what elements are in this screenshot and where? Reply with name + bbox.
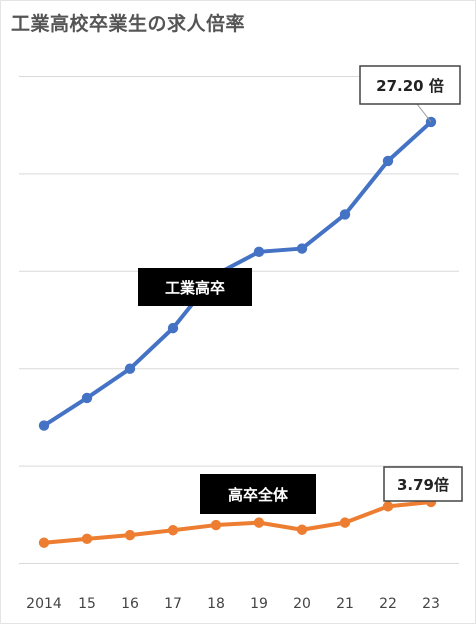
x-tick-label: 20 <box>293 596 311 612</box>
series-line-1 <box>42 499 433 545</box>
series-name-label-1: 高卒全体 <box>200 474 316 514</box>
x-tick-label: 18 <box>207 596 225 612</box>
end-value-callout-1: 3.79倍 <box>383 466 463 503</box>
data-point <box>382 501 394 512</box>
x-tick-label: 22 <box>379 596 397 612</box>
data-point <box>339 517 351 528</box>
data-point <box>210 519 222 531</box>
series-name-text: 工業高卒 <box>165 279 225 297</box>
data-point <box>167 525 179 536</box>
data-point <box>382 155 394 167</box>
x-tick-label: 15 <box>78 596 96 612</box>
callout-text: 27.20 倍 <box>376 77 444 95</box>
x-tick-label: 2014 <box>26 596 62 612</box>
data-point <box>253 246 265 258</box>
data-point <box>81 392 93 404</box>
data-point <box>38 537 50 548</box>
x-tick-label: 21 <box>336 596 354 612</box>
series-line-0 <box>42 119 433 428</box>
data-point <box>167 322 179 334</box>
data-point <box>296 524 308 535</box>
data-point <box>296 243 308 254</box>
series-name-box <box>138 268 252 306</box>
x-tick-label: 19 <box>250 596 268 612</box>
callout-text: 3.79倍 <box>397 476 449 494</box>
callout-box <box>383 466 463 502</box>
series-name-box <box>200 474 316 514</box>
chart-title: 工業高校卒業生の求人倍率 <box>11 13 246 35</box>
data-point <box>38 420 50 431</box>
x-tick-label: 16 <box>121 596 139 612</box>
series-name-text: 高卒全体 <box>228 486 289 504</box>
series-name-label-0: 工業高卒 <box>138 268 252 306</box>
data-point <box>339 209 351 220</box>
callout-leader-line <box>416 103 432 123</box>
data-point <box>253 517 265 528</box>
end-value-callout-0: 27.20 倍 <box>359 65 461 123</box>
x-tick-label: 17 <box>164 596 182 612</box>
data-point <box>124 363 136 374</box>
callout-box <box>359 65 461 105</box>
data-point <box>124 529 136 541</box>
data-point <box>81 533 93 545</box>
x-tick-label: 23 <box>422 596 440 612</box>
